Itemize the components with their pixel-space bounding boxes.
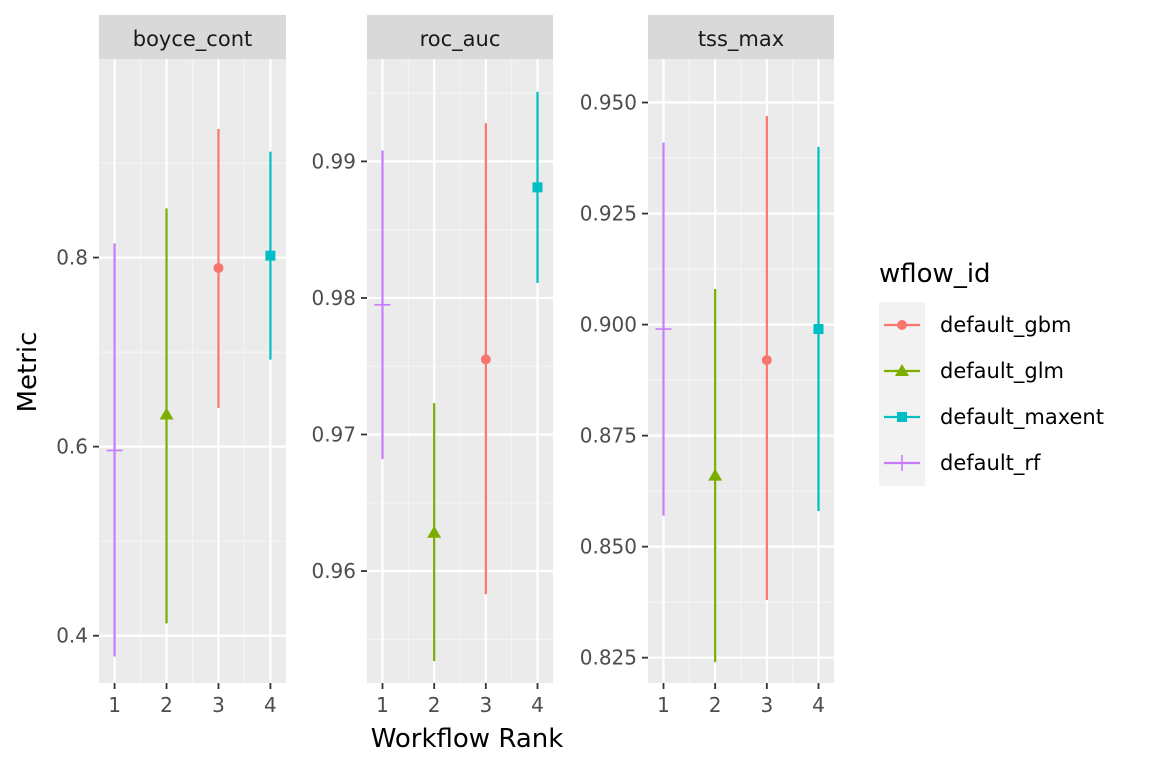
y-tick-label: 0.850 [580,535,637,559]
x-tick-label: 1 [108,693,121,717]
x-tick-label: 2 [428,693,441,717]
x-tick-label: 4 [264,693,277,717]
legend-entry-default_gbm: default_gbm [879,302,1072,348]
legend-key-circle [897,320,907,330]
legend-title: wflow_id [879,259,991,289]
x-tick-label: 3 [212,693,225,717]
y-tick-label: 0.4 [56,624,88,648]
legend-label: default_glm [940,359,1064,384]
point-default_gbm [761,355,772,366]
legend-key-square [897,412,907,422]
y-axis-title: Metric [13,332,43,413]
point-default_glm [427,525,442,538]
x-tick-label: 1 [376,693,389,717]
y-tick-label: 0.900 [580,313,637,337]
facet-strip [367,15,553,59]
point-default_maxent [813,324,824,335]
point-default_gbm [213,262,224,273]
legend-entries: default_gbm default_glm default_maxentdefa… [879,302,1104,486]
y-tick-label: 0.97 [311,422,356,446]
y-tick-label: 0.8 [56,246,88,270]
point-default_rf [374,296,391,313]
legend-entry-default_rf: default_rf [879,440,1041,486]
facet-strip-label: roc_auc [420,27,501,52]
point-default_maxent [265,250,276,261]
legend-key-triangle [895,364,909,376]
x-tick-label: 4 [812,693,825,717]
facet-strip-label: boyce_cont [133,27,253,52]
facet-tss_max: tss_max 0.825 0.850 0.875 0.900 0.925 0.950 1 2 3… [580,15,834,717]
x-tick-label: 2 [709,693,722,717]
x-axis-title: Workflow Rank [371,724,564,754]
y-tick-label: 0.98 [311,286,356,310]
facet-boyce_cont: boyce_cont 0.4 0.6 0.8 1 2 3 4 [56,15,286,717]
y-tick-label: 0.99 [311,149,356,173]
point-default_maxent [532,182,543,193]
point-default_rf [106,442,123,459]
x-tick-label: 4 [531,693,544,717]
y-tick-label: 0.925 [580,202,637,226]
x-tick-label: 3 [760,693,773,717]
facets: boyce_cont 0.4 0.6 0.8 1 2 3 4 roc_auc 0.96 0.97 0.… [56,15,834,717]
point-default_rf [655,321,672,338]
legend-key-plus [894,455,910,471]
point-default_glm [159,407,174,420]
y-tick-label: 0.875 [580,424,637,448]
facet-strip [648,15,834,59]
legend-entry-default_glm: default_glm [879,348,1064,394]
x-tick-label: 3 [479,693,492,717]
legend-label: default_maxent [940,405,1104,430]
legend-entry-default_maxent: default_maxent [879,394,1104,440]
y-tick-label: 0.6 [56,435,88,459]
facet-strip-label: tss_max [698,27,784,52]
y-tick-label: 0.96 [311,559,356,583]
facet-roc_auc: roc_auc 0.96 0.97 0.98 0.99 1 2 3 4 [311,15,553,717]
y-tick-label: 0.950 [580,91,637,115]
legend: wflow_id default_gbm default_glm default_m… [879,259,1104,486]
facet-strip [99,15,286,59]
point-default_glm [708,468,723,481]
y-tick-label: 0.825 [580,646,637,670]
x-tick-label: 1 [657,693,670,717]
x-tick-label: 2 [160,693,173,717]
legend-label: default_rf [940,451,1041,476]
point-default_gbm [480,354,491,365]
legend-label: default_gbm [940,313,1072,338]
